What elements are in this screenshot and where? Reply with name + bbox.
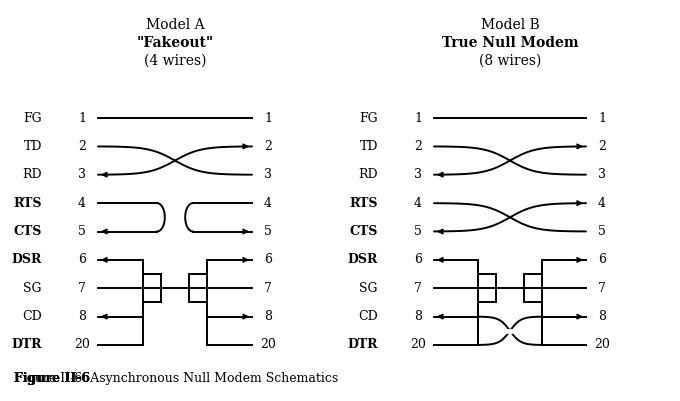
Text: RD: RD bbox=[22, 168, 42, 181]
Text: 1: 1 bbox=[414, 111, 422, 124]
Text: FG: FG bbox=[359, 111, 378, 124]
Text: 2: 2 bbox=[264, 140, 272, 153]
Text: FG: FG bbox=[23, 111, 42, 124]
Text: 5: 5 bbox=[264, 225, 272, 238]
Text: 6: 6 bbox=[264, 253, 272, 266]
Text: 8: 8 bbox=[598, 310, 606, 323]
Text: 5: 5 bbox=[598, 225, 606, 238]
Text: SG: SG bbox=[360, 282, 378, 295]
Text: 7: 7 bbox=[78, 282, 86, 295]
Text: 20: 20 bbox=[74, 338, 90, 352]
Text: DSR: DSR bbox=[12, 253, 42, 266]
Text: Model B: Model B bbox=[481, 18, 539, 32]
Text: 20: 20 bbox=[594, 338, 610, 352]
Text: Model A: Model A bbox=[146, 18, 204, 32]
Text: 4: 4 bbox=[264, 196, 272, 210]
Text: 7: 7 bbox=[264, 282, 272, 295]
Text: 2: 2 bbox=[414, 140, 422, 153]
Text: TD: TD bbox=[24, 140, 42, 153]
Text: 4: 4 bbox=[414, 196, 422, 210]
Text: 3: 3 bbox=[598, 168, 606, 181]
Text: 5: 5 bbox=[78, 225, 86, 238]
Text: 3: 3 bbox=[264, 168, 272, 181]
Text: 20: 20 bbox=[410, 338, 426, 352]
Text: 1: 1 bbox=[78, 111, 86, 124]
Text: DTR: DTR bbox=[12, 338, 42, 352]
Text: 6: 6 bbox=[78, 253, 86, 266]
Text: 4: 4 bbox=[78, 196, 86, 210]
Text: RTS: RTS bbox=[350, 196, 378, 210]
Text: CD: CD bbox=[358, 310, 378, 323]
Text: CD: CD bbox=[22, 310, 42, 323]
Text: True Null Modem: True Null Modem bbox=[442, 36, 578, 50]
Text: 1: 1 bbox=[598, 111, 606, 124]
Text: Figure II-6: Figure II-6 bbox=[14, 372, 90, 385]
Text: DTR: DTR bbox=[347, 338, 378, 352]
Text: CTS: CTS bbox=[14, 225, 42, 238]
Text: Figure II-6: Figure II-6 bbox=[14, 372, 90, 385]
Text: 3: 3 bbox=[78, 168, 86, 181]
Text: 8: 8 bbox=[414, 310, 422, 323]
Text: 6: 6 bbox=[598, 253, 606, 266]
Text: DSR: DSR bbox=[347, 253, 378, 266]
Text: 1: 1 bbox=[264, 111, 272, 124]
Text: RD: RD bbox=[358, 168, 378, 181]
Text: 5: 5 bbox=[414, 225, 422, 238]
Text: (8 wires): (8 wires) bbox=[479, 54, 541, 68]
Text: CTS: CTS bbox=[350, 225, 378, 238]
Text: 7: 7 bbox=[414, 282, 422, 295]
Text: "Fakeout": "Fakeout" bbox=[137, 36, 214, 50]
Text: 8: 8 bbox=[78, 310, 86, 323]
Text: 4: 4 bbox=[598, 196, 606, 210]
Text: 2: 2 bbox=[78, 140, 86, 153]
Text: 2: 2 bbox=[598, 140, 606, 153]
Text: 8: 8 bbox=[264, 310, 272, 323]
Text: SG: SG bbox=[24, 282, 42, 295]
Text: 3: 3 bbox=[414, 168, 422, 181]
Text: (4 wires): (4 wires) bbox=[143, 54, 206, 68]
Text: Figure II-6  Asynchronous Null Modem Schematics: Figure II-6 Asynchronous Null Modem Sche… bbox=[14, 372, 338, 385]
Text: RTS: RTS bbox=[14, 196, 42, 210]
Text: 20: 20 bbox=[260, 338, 276, 352]
Text: 7: 7 bbox=[598, 282, 606, 295]
Text: TD: TD bbox=[360, 140, 378, 153]
Text: 6: 6 bbox=[414, 253, 422, 266]
